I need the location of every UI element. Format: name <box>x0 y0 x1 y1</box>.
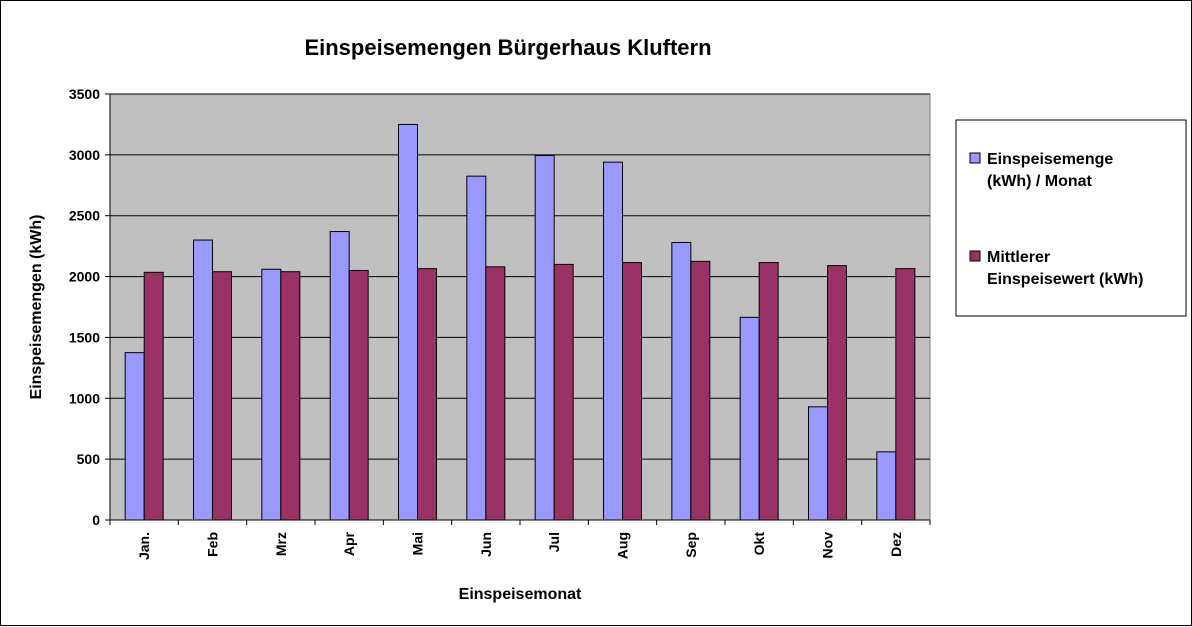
x-tick-label: Aug <box>615 532 631 559</box>
bar-series-2-mrz <box>280 271 301 521</box>
y-tick-label: 0 <box>92 512 100 528</box>
bars <box>124 123 916 521</box>
legend: Einspeisemenge (kWh) / Monat Mittlerer Eins… <box>955 119 1187 317</box>
x-tick-label: Jul <box>546 532 562 552</box>
y-tick-label: 3000 <box>69 147 100 163</box>
bar-series-2-feb <box>212 271 232 521</box>
bar-series-1-jul <box>534 154 555 521</box>
y-tick-label: 1500 <box>69 329 100 345</box>
legend-box <box>955 119 1187 317</box>
bar-series-1-jun <box>466 175 487 521</box>
x-tick-label: Feb <box>205 532 221 557</box>
legend-swatch-series-2 <box>969 250 981 262</box>
bar-series-2-jan <box>143 271 164 521</box>
x-tick-label: Nov <box>820 532 836 559</box>
bar-series-1-sep <box>671 241 692 521</box>
x-axis-title: Einspeisemonat <box>459 586 582 603</box>
bar-series-2-aug <box>622 262 642 521</box>
x-tick-label: Apr <box>341 531 357 556</box>
legend-label-series-2: Einspeisewert (kWh) <box>987 271 1143 288</box>
chart-title: Einspeisemengen Bürgerhaus Kluftern <box>304 35 711 60</box>
x-tick-label: Jun <box>478 532 494 557</box>
y-tick-label: 500 <box>77 451 101 467</box>
gridlines <box>110 93 930 460</box>
bar-series-1-dez <box>876 451 897 521</box>
bar-series-2-jun <box>485 266 506 521</box>
y-tick-label: 1000 <box>69 390 100 406</box>
bar-series-2-jul <box>553 263 574 521</box>
x-tick-label: Dez <box>888 532 904 557</box>
bar-series-2-dez <box>895 268 916 521</box>
bar-series-1-okt <box>739 316 760 521</box>
y-tick-label: 2500 <box>69 208 100 224</box>
bar-series-1-aug <box>603 161 623 521</box>
bar-series-1-nov <box>808 406 828 521</box>
legend-label-series-2: Mittlerer <box>987 249 1050 266</box>
legend-label-series-1: Einspeisemenge <box>987 151 1113 168</box>
bar-series-2-mai <box>417 268 437 521</box>
bar-series-1-feb <box>193 239 213 521</box>
x-tick-label: Sep <box>683 532 699 558</box>
x-tick-label: Mai <box>410 532 426 555</box>
x-tick-label: Mrz <box>273 532 289 556</box>
y-axis-title: Einspeisemengen (kWh) <box>28 215 45 400</box>
bar-series-2-nov <box>827 265 847 521</box>
bar-series-2-okt <box>758 262 779 521</box>
plot-area <box>109 93 931 521</box>
bar-series-1-jan <box>124 352 145 521</box>
axes <box>105 93 931 525</box>
bar-series-2-apr <box>348 269 369 521</box>
x-tick-label: Jan. <box>136 532 152 560</box>
y-tick-label: 2000 <box>69 269 100 285</box>
x-tick-labels: Jan. Feb Mrz Apr Mai Jun Jul Aug Sep Okt Nov Dez <box>136 531 904 560</box>
y-tick-labels: 0 500 1000 1500 2000 2500 3000 3500 <box>69 86 100 528</box>
bar-series-2-sep <box>690 260 711 521</box>
x-tick-label: Okt <box>751 532 767 556</box>
legend-swatch-series-1 <box>969 152 981 164</box>
bar-series-1-mrz <box>261 268 282 521</box>
legend-label-series-1: (kWh) / Monat <box>987 173 1093 190</box>
bar-series-1-apr <box>329 231 350 521</box>
y-tick-label: 3500 <box>69 86 100 102</box>
bar-series-1-mai <box>398 123 418 521</box>
